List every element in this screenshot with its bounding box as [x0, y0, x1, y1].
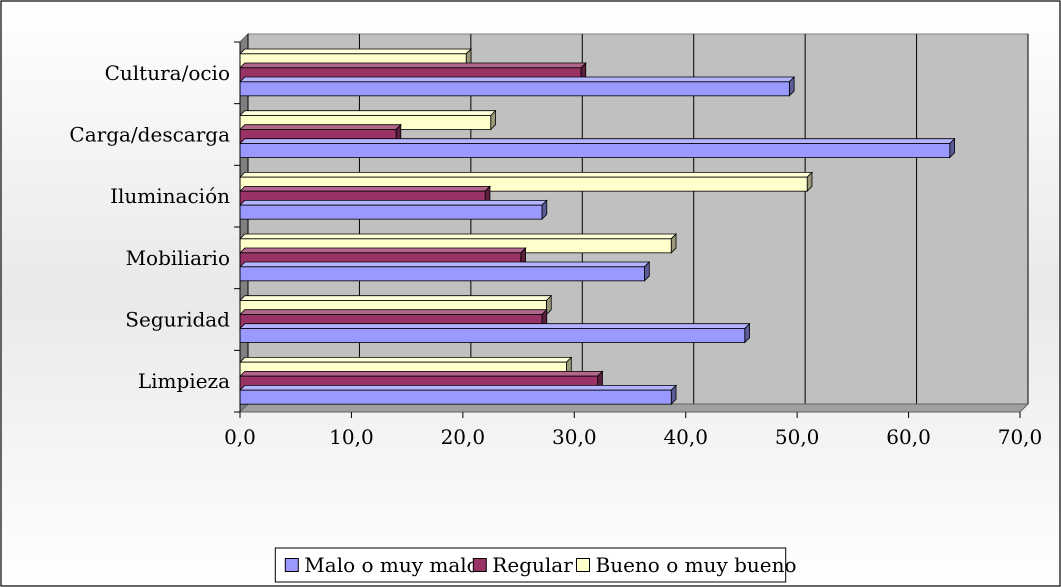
legend-swatch [284, 558, 299, 572]
legend-label: Regular [492, 553, 573, 577]
x-tick-label: 20,0 [441, 425, 486, 449]
legend-label: Bueno o muy bueno [596, 553, 797, 577]
legend-swatch [472, 558, 487, 572]
bar [239, 261, 651, 282]
plot-floor [238, 403, 1030, 413]
category-label: Cultura/ocio [105, 61, 230, 85]
x-tick-label: 50,0 [775, 425, 820, 449]
bar [239, 199, 548, 221]
legend-box [274, 547, 787, 583]
x-tick-label: 0,0 [224, 425, 256, 449]
x-tick-label: 70,0 [998, 425, 1043, 449]
x-tick-label: 30,0 [552, 425, 597, 449]
category-label: Iluminación [110, 184, 230, 208]
bar [239, 137, 956, 159]
x-tick-label: 10,0 [329, 425, 374, 449]
category-label: Limpieza [138, 369, 230, 393]
plot-floor-rect [238, 403, 1030, 413]
bar [239, 76, 796, 97]
bar [239, 384, 677, 406]
category-label: Carga/descarga [69, 123, 230, 147]
category-labels: Limpieza Seguridad Mobiliario Iluminación Ca… [69, 61, 230, 393]
bars [239, 48, 956, 406]
bar [239, 322, 751, 344]
legend: Malo o muy malo Regular Bueno o muy bueno [274, 547, 797, 583]
category-label: Seguridad [125, 308, 230, 332]
legend-label: Malo o muy malo [304, 553, 478, 577]
category-label: Mobiliario [126, 246, 230, 270]
x-axis-ticks: 0,0 10,0 20,0 30,0 40,0 50,0 60,0 70,0 [224, 41, 1043, 449]
legend-swatch [576, 558, 590, 572]
x-tick-label: 60,0 [886, 425, 931, 449]
x-tick-label: 40,0 [663, 425, 708, 449]
